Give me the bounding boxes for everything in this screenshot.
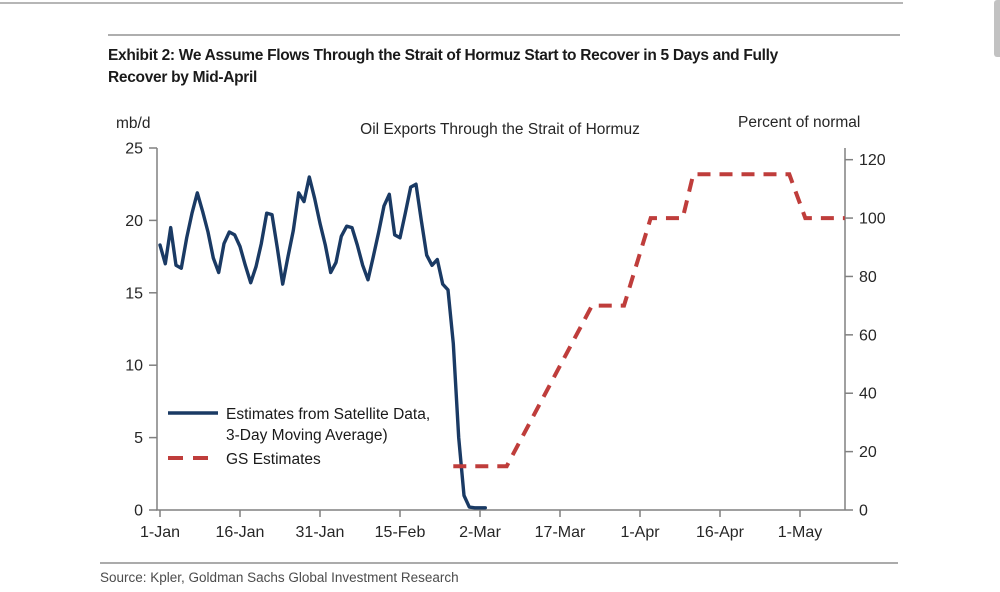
x-axis-tick-label: 31-Jan [296, 524, 345, 541]
left-axis-tick-label: 0 [134, 503, 143, 520]
gs-estimates-series-line [453, 172, 845, 469]
source-note: Source: Kpler, Goldman Sachs Global Inve… [100, 570, 459, 585]
right-axis-tick-label: 120 [859, 152, 886, 169]
x-axis-tick-label: 2-Mar [459, 524, 501, 541]
legend-gs-label: GS Estimates [226, 451, 321, 468]
right-axis-tick-label: 20 [859, 444, 877, 461]
legend-satellite-label: 3-Day Moving Average) [226, 427, 388, 444]
right-axis-tick-label: 0 [859, 503, 868, 520]
x-axis-tick-label: 15-Feb [375, 524, 426, 541]
right-axis-tick-label: 100 [859, 211, 886, 228]
chart-title: Oil Exports Through the Strait of Hormuz [360, 121, 640, 138]
right-axis-tick-label: 40 [859, 386, 877, 403]
exhibit-title-line2: Recover by Mid-April [108, 69, 258, 86]
x-axis-tick-label: 1-Apr [620, 524, 660, 541]
x-axis-tick-label: 16-Jan [216, 524, 265, 541]
left-axis-tick-label: 25 [125, 141, 143, 158]
legend-satellite-label: Estimates from Satellite Data, [226, 406, 430, 423]
left-axis-tick-label: 20 [125, 213, 143, 230]
left-axis-tick-label: 15 [125, 285, 143, 302]
title-divider [108, 34, 900, 36]
satellite-series-line [158, 175, 487, 510]
scrollbar-thumb[interactable] [994, 0, 1000, 57]
source-divider [100, 562, 898, 564]
left-axis-tick-label: 10 [125, 358, 143, 375]
right-axis-tick-label: 60 [859, 327, 877, 344]
exhibit-title: Exhibit 2: We Assume Flows Through the S… [108, 45, 938, 89]
exhibit-title-line1: Exhibit 2: We Assume Flows Through the S… [108, 47, 779, 64]
x-axis-tick-label: 17-Mar [535, 524, 586, 541]
right-axis-tick-label: 80 [859, 269, 877, 286]
right-axis-unit-label: Percent of normal [738, 114, 861, 131]
x-axis-tick-label: 1-Jan [140, 524, 180, 541]
left-axis-unit-label: mb/d [116, 115, 151, 132]
left-axis-tick-label: 5 [134, 430, 143, 447]
x-axis-tick-label: 16-Apr [696, 524, 745, 541]
top-divider [0, 2, 903, 4]
x-axis-tick-label: 1-May [778, 524, 822, 541]
